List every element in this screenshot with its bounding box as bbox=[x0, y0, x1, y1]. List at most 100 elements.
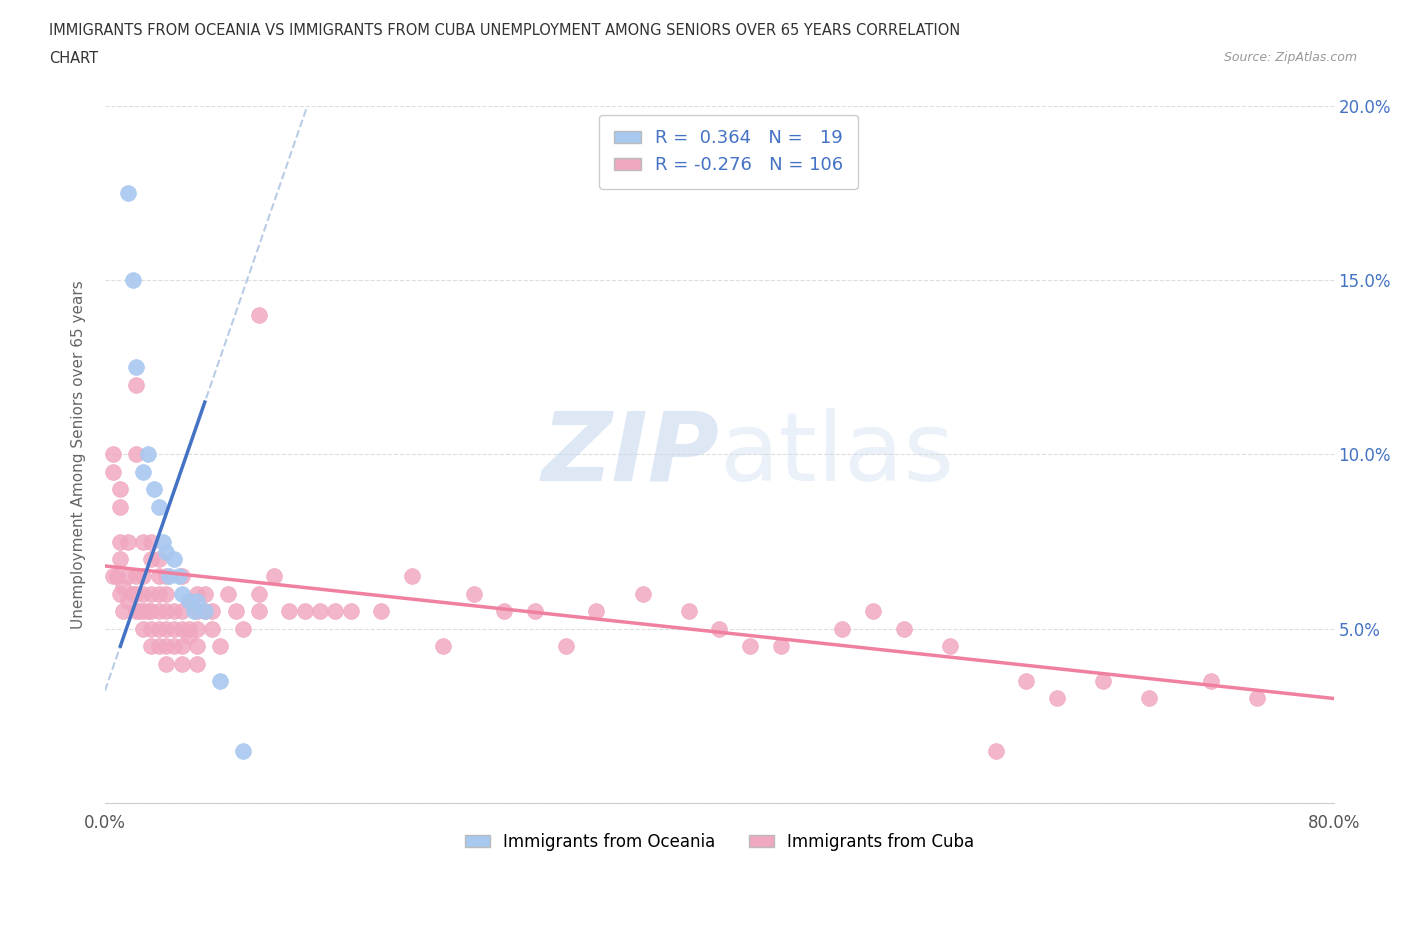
Point bbox=[831, 621, 853, 636]
Point bbox=[132, 464, 155, 479]
Y-axis label: Unemployment Among Seniors over 65 years: Unemployment Among Seniors over 65 years bbox=[72, 280, 86, 629]
Point bbox=[139, 551, 162, 566]
Point bbox=[170, 604, 193, 618]
Point bbox=[170, 657, 193, 671]
Text: atlas: atlas bbox=[720, 408, 955, 501]
Point bbox=[631, 587, 654, 602]
Point bbox=[125, 447, 148, 462]
Text: ZIP: ZIP bbox=[541, 408, 720, 501]
Point bbox=[186, 657, 208, 671]
Point bbox=[136, 604, 159, 618]
Point bbox=[163, 604, 186, 618]
Point bbox=[179, 621, 201, 636]
Point bbox=[155, 587, 177, 602]
Point bbox=[309, 604, 332, 618]
Point bbox=[155, 569, 177, 584]
Point bbox=[155, 545, 177, 560]
Point bbox=[101, 464, 124, 479]
Point bbox=[179, 593, 201, 608]
Point bbox=[1199, 673, 1222, 688]
Point bbox=[139, 604, 162, 618]
Point bbox=[225, 604, 247, 618]
Point bbox=[278, 604, 301, 618]
Point bbox=[101, 447, 124, 462]
Text: CHART: CHART bbox=[49, 51, 98, 66]
Point bbox=[110, 499, 132, 514]
Point bbox=[148, 551, 170, 566]
Point bbox=[263, 569, 285, 584]
Point bbox=[494, 604, 516, 618]
Point bbox=[709, 621, 731, 636]
Point bbox=[738, 639, 761, 654]
Point bbox=[984, 743, 1007, 758]
Point bbox=[121, 272, 143, 287]
Point bbox=[1137, 691, 1160, 706]
Point bbox=[121, 587, 143, 602]
Point bbox=[110, 551, 132, 566]
Text: Source: ZipAtlas.com: Source: ZipAtlas.com bbox=[1223, 51, 1357, 64]
Point bbox=[194, 587, 217, 602]
Point bbox=[117, 569, 139, 584]
Point bbox=[232, 743, 254, 758]
Point bbox=[247, 308, 270, 323]
Point bbox=[247, 604, 270, 618]
Point bbox=[101, 569, 124, 584]
Text: IMMIGRANTS FROM OCEANIA VS IMMIGRANTS FROM CUBA UNEMPLOYMENT AMONG SENIORS OVER : IMMIGRANTS FROM OCEANIA VS IMMIGRANTS FR… bbox=[49, 23, 960, 38]
Point bbox=[585, 604, 607, 618]
Legend: Immigrants from Oceania, Immigrants from Cuba: Immigrants from Oceania, Immigrants from… bbox=[458, 826, 980, 857]
Point bbox=[155, 621, 177, 636]
Point bbox=[159, 569, 181, 584]
Point bbox=[105, 569, 128, 584]
Point bbox=[167, 569, 190, 584]
Point bbox=[110, 534, 132, 549]
Point bbox=[170, 587, 193, 602]
Point bbox=[112, 604, 135, 618]
Point bbox=[232, 621, 254, 636]
Point bbox=[186, 593, 208, 608]
Point bbox=[132, 569, 155, 584]
Point bbox=[201, 621, 224, 636]
Point bbox=[194, 604, 217, 618]
Point bbox=[132, 604, 155, 618]
Point bbox=[179, 593, 201, 608]
Point bbox=[117, 593, 139, 608]
Point bbox=[125, 604, 148, 618]
Point bbox=[170, 569, 193, 584]
Point bbox=[554, 639, 576, 654]
Point bbox=[217, 587, 239, 602]
Point bbox=[862, 604, 884, 618]
Point bbox=[201, 604, 224, 618]
Point bbox=[163, 621, 186, 636]
Point bbox=[163, 639, 186, 654]
Point bbox=[148, 587, 170, 602]
Point bbox=[112, 579, 135, 594]
Point bbox=[339, 604, 361, 618]
Point bbox=[125, 378, 148, 392]
Point bbox=[152, 534, 174, 549]
Point bbox=[938, 639, 960, 654]
Point bbox=[136, 447, 159, 462]
Point bbox=[769, 639, 792, 654]
Point bbox=[125, 360, 148, 375]
Point bbox=[678, 604, 700, 618]
Point bbox=[209, 639, 232, 654]
Point bbox=[128, 604, 150, 618]
Point bbox=[186, 621, 208, 636]
Point bbox=[179, 629, 201, 644]
Point bbox=[893, 621, 915, 636]
Point bbox=[110, 587, 132, 602]
Point bbox=[209, 673, 232, 688]
Point bbox=[163, 551, 186, 566]
Point bbox=[463, 587, 485, 602]
Point bbox=[148, 604, 170, 618]
Point bbox=[432, 639, 454, 654]
Point bbox=[370, 604, 392, 618]
Point bbox=[186, 604, 208, 618]
Point bbox=[325, 604, 347, 618]
Point bbox=[148, 639, 170, 654]
Point bbox=[186, 587, 208, 602]
Point bbox=[170, 621, 193, 636]
Point bbox=[170, 639, 193, 654]
Point bbox=[139, 534, 162, 549]
Point bbox=[125, 587, 148, 602]
